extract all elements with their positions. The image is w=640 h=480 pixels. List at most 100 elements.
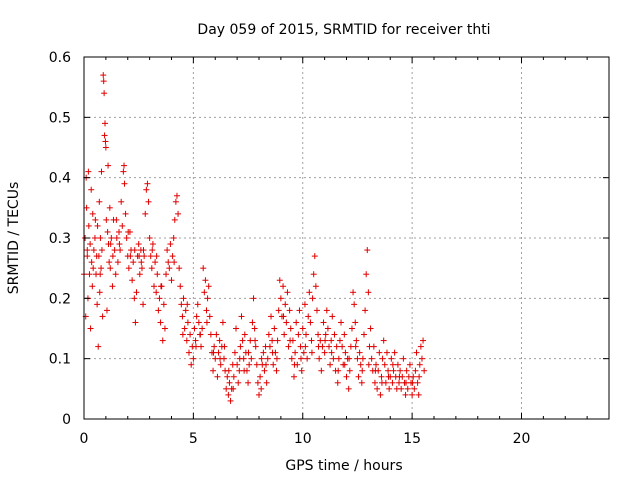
data-point [109, 253, 116, 260]
data-point [265, 331, 272, 338]
data-point [283, 319, 290, 326]
data-point [263, 361, 269, 368]
data-point [273, 355, 280, 362]
data-point [280, 283, 287, 290]
data-point [299, 325, 306, 332]
data-point [112, 271, 119, 278]
data-point [326, 343, 332, 350]
data-point [389, 361, 396, 368]
data-point [335, 355, 342, 362]
data-point [202, 277, 209, 284]
data-point [96, 289, 103, 296]
data-point [175, 210, 182, 217]
data-point [107, 241, 114, 248]
data-point [261, 367, 268, 374]
data-point [402, 391, 409, 398]
data-point [260, 349, 267, 356]
data-point [187, 331, 194, 338]
data-point [114, 259, 121, 266]
data-point [84, 253, 91, 260]
data-point [138, 265, 145, 272]
data-point [119, 222, 126, 229]
data-point [309, 295, 316, 302]
data-point [270, 361, 277, 368]
data-point [147, 253, 154, 260]
y-tick-label: 0.6 [49, 50, 71, 66]
data-point [370, 343, 377, 350]
data-point [241, 331, 248, 338]
data-point [403, 379, 409, 386]
data-point [312, 283, 319, 290]
data-point [223, 385, 230, 392]
data-point [334, 379, 341, 386]
data-point [323, 307, 330, 314]
data-point [348, 325, 355, 332]
data-point [193, 313, 200, 320]
data-point [316, 355, 323, 362]
data-point [85, 222, 92, 229]
axis-ticks [83, 56, 610, 420]
data-point [359, 367, 366, 374]
data-point [385, 373, 392, 380]
data-point [355, 373, 362, 380]
data-point [149, 241, 156, 248]
data-point [83, 204, 90, 211]
data-point [146, 235, 153, 241]
data-point [125, 265, 132, 272]
data-point [157, 319, 164, 326]
data-point [409, 379, 416, 386]
data-point [116, 228, 122, 235]
data-point [117, 247, 124, 254]
data-point [351, 301, 358, 308]
x-tick-labels: 0 5 10 15 20 [80, 431, 531, 447]
data-point [88, 259, 95, 266]
data-point [330, 355, 337, 362]
data-point [184, 301, 191, 308]
data-point [236, 355, 243, 362]
data-point [154, 271, 161, 278]
data-point [230, 373, 237, 380]
data-point [210, 349, 217, 356]
data-point [367, 325, 374, 332]
data-point [413, 349, 420, 356]
data-point [264, 355, 271, 362]
data-point [145, 198, 152, 205]
data-point [96, 198, 103, 205]
data-point [320, 319, 327, 326]
data-point [411, 385, 418, 392]
data-point [248, 355, 255, 362]
data-point [153, 253, 160, 260]
data-point [343, 373, 350, 380]
data-point [354, 355, 361, 362]
data-point [179, 331, 186, 338]
data-point [152, 259, 159, 266]
data-points [81, 72, 428, 404]
data-point [203, 319, 210, 326]
data-point [356, 349, 363, 356]
data-point [178, 301, 185, 308]
data-point [400, 355, 407, 362]
data-point [298, 355, 304, 362]
data-point [318, 367, 325, 374]
y-tick-label: 0 [62, 412, 71, 428]
data-point [383, 349, 390, 356]
data-point [89, 283, 96, 290]
data-point [295, 331, 302, 338]
data-point [274, 337, 281, 344]
data-point [214, 373, 221, 380]
data-point [98, 247, 105, 254]
data-point [226, 379, 233, 386]
data-point [409, 391, 416, 398]
data-point [308, 337, 315, 344]
data-point [206, 313, 213, 320]
data-point [160, 301, 167, 308]
data-point [397, 367, 404, 374]
data-point [328, 337, 335, 344]
data-point [336, 337, 343, 344]
data-point [304, 355, 311, 362]
data-point [241, 367, 248, 374]
data-point [373, 361, 380, 368]
data-point [310, 271, 317, 278]
data-point [182, 307, 189, 314]
data-point [311, 253, 318, 260]
